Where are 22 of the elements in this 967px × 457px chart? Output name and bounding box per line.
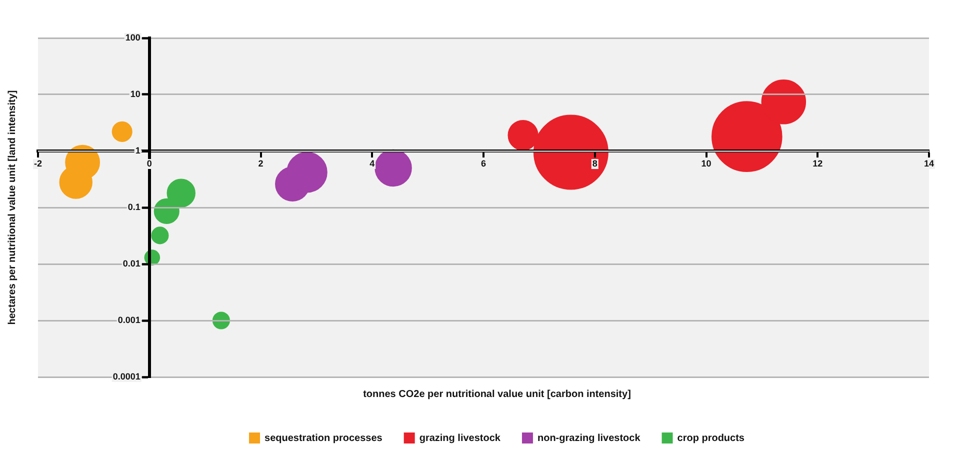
legend-label: grazing livestock bbox=[419, 432, 501, 444]
legend-label: crop products bbox=[677, 432, 745, 444]
y-tick-label: 0.0001 bbox=[112, 371, 140, 382]
y-tick-label: 100 bbox=[125, 32, 140, 42]
x-tick-label: 0 bbox=[146, 158, 152, 168]
y-tick-label: 0.1 bbox=[128, 202, 140, 212]
x-tick-label: 8 bbox=[592, 158, 598, 168]
y-tick-label: 1 bbox=[135, 145, 140, 156]
y-axis-title: hectares per nutritional value unit [land intensity] bbox=[6, 90, 18, 325]
y-tick-label: 10 bbox=[130, 88, 140, 99]
y-tick-label: 0.01 bbox=[122, 258, 140, 268]
x-tick-label: 6 bbox=[480, 158, 486, 168]
x-tick-label: 2 bbox=[258, 158, 264, 168]
x-tick-label: 12 bbox=[812, 158, 823, 168]
legend-label: sequestration processes bbox=[264, 432, 383, 444]
legend-label: non-grazing livestock bbox=[537, 432, 641, 444]
x-tick-label: 14 bbox=[924, 158, 934, 168]
x-tick-label: 4 bbox=[370, 158, 375, 168]
x-tick-label: 10 bbox=[701, 158, 712, 168]
y-tick-label: 0.001 bbox=[118, 314, 140, 325]
x-axis-title: tonnes CO2e per nutritional value unit [carbon intensity] bbox=[363, 388, 631, 400]
x-tick-label: -2 bbox=[34, 158, 42, 168]
